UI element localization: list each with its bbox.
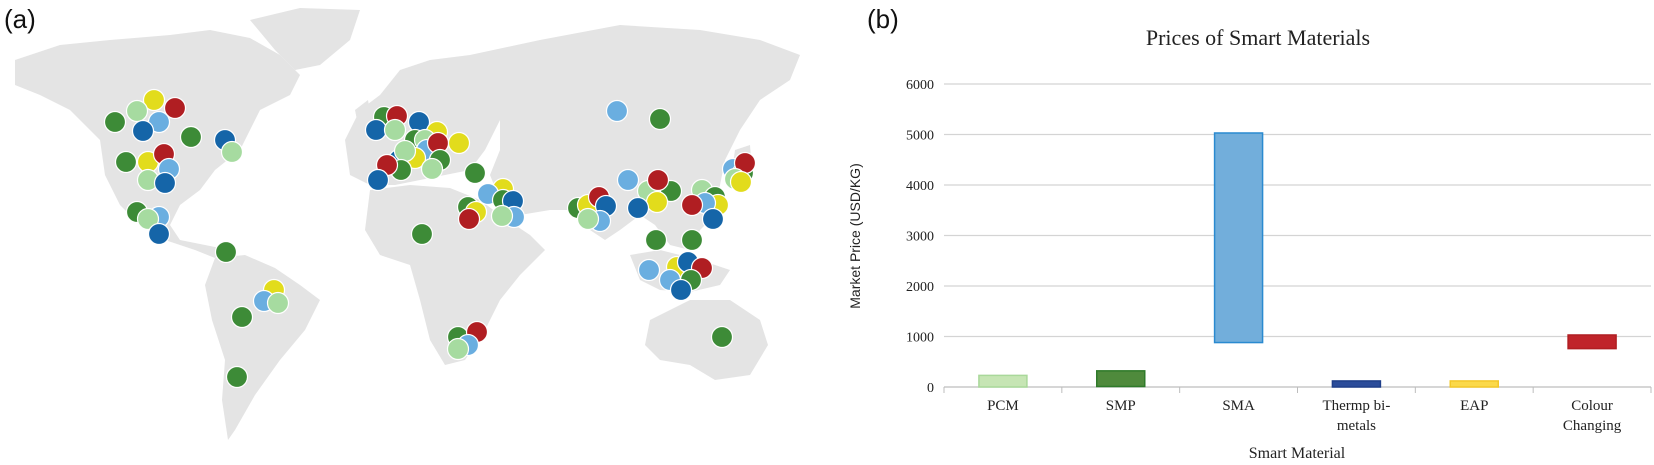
map-marker-blue (366, 168, 390, 192)
map-marker-green (710, 325, 734, 349)
map-marker-light-green (220, 140, 244, 164)
x-tick-label-line: EAP (1460, 398, 1488, 414)
map-marker-light-blue (616, 168, 640, 192)
map-marker-blue (669, 278, 693, 302)
x-tick-label: EAP (1460, 398, 1488, 414)
map-marker-light-green (490, 204, 514, 228)
map-marker-light-blue (637, 258, 661, 282)
x-tick-labels: PCM SMP SMA Thermp bi-metals EAP Colour Changi… (987, 398, 1622, 434)
map-marker-yellow (447, 131, 471, 155)
map-marker-blue (701, 207, 725, 231)
panel-label-a: (a) (4, 4, 36, 34)
y-tick-labels: 0 1000 2000 3000 4000 5000 6000 (906, 78, 934, 396)
map-marker-light-green (446, 337, 470, 361)
map-marker-blue (364, 118, 388, 142)
land-masses (15, 8, 800, 440)
map-marker-green (648, 107, 672, 131)
map-marker-green (214, 240, 238, 264)
bar-thermp-bi-metals (1331, 380, 1382, 388)
bar-eap (1449, 380, 1499, 388)
map-marker-blue (626, 196, 650, 220)
y-tick-label: 4000 (906, 179, 934, 194)
south-america (205, 255, 320, 440)
y-axis-label: Market Price (USD/KG) (847, 163, 863, 308)
map-marker-green (463, 161, 487, 185)
y-tick-label: 1000 (906, 331, 934, 346)
bar-pcm (978, 374, 1028, 388)
x-tick-label: Thermp bi-metals (1322, 398, 1390, 434)
world-map (15, 8, 800, 440)
map-marker-yellow (729, 170, 753, 194)
map-marker-light-green (136, 207, 160, 231)
x-tick-label: Colour Changing (1563, 398, 1622, 434)
north-america (15, 30, 300, 258)
x-tick-label: SMP (1106, 398, 1136, 414)
bar-smp (1096, 370, 1146, 388)
x-tick-label-line: SMP (1106, 398, 1136, 414)
chart-title: Prices of Smart Materials (1146, 25, 1370, 50)
map-marker-light-blue (605, 99, 629, 123)
map-marker-light-green (420, 157, 444, 181)
map-marker-red (457, 207, 481, 231)
bars (978, 132, 1617, 388)
map-marker-red (646, 168, 670, 192)
y-tick-label: 6000 (906, 78, 934, 93)
map-marker-green (103, 110, 127, 134)
australia (645, 300, 768, 380)
map-marker-red (680, 193, 704, 217)
map-marker-light-green (125, 99, 149, 123)
panel-label-b: (b) (867, 4, 899, 34)
map-marker-yellow (645, 190, 669, 214)
bar-chart: (b) Prices of Smart Materials Market Pri… (847, 4, 1652, 462)
x-tick-label: PCM (987, 398, 1019, 414)
x-axis-label: Smart Material (1249, 445, 1346, 462)
map-marker-red (163, 96, 187, 120)
x-tick-label-line: Colour (1571, 398, 1613, 414)
map-marker-green (230, 305, 254, 329)
bar-colour-changing (1567, 334, 1617, 350)
map-markers (103, 88, 757, 389)
map-marker-green (644, 228, 668, 252)
bar-sma (1213, 132, 1264, 344)
africa (365, 185, 545, 365)
y-tick-label: 0 (927, 381, 934, 396)
x-tick-label-line: SMA (1222, 398, 1255, 414)
map-marker-light-green (383, 118, 407, 142)
x-tick-label-line: Changing (1563, 418, 1622, 434)
x-tick-label: SMA (1222, 398, 1255, 414)
x-tick-label-line: Thermp bi- (1322, 398, 1390, 414)
map-marker-blue (153, 171, 177, 195)
greenland (250, 8, 360, 70)
map-marker-green (225, 365, 249, 389)
x-tick-label-line: metals (1337, 418, 1376, 434)
x-tick-label-line: PCM (987, 398, 1019, 414)
gridlines (943, 83, 1652, 393)
map-marker-light-green (393, 139, 417, 163)
map-marker-green (179, 125, 203, 149)
map-marker-yellow (142, 88, 166, 112)
y-tick-label: 3000 (906, 230, 934, 245)
map-marker-light-green (576, 207, 600, 231)
y-tick-label: 5000 (906, 129, 934, 144)
map-marker-green (410, 222, 434, 246)
map-marker-light-green (266, 291, 290, 315)
map-marker-green (680, 228, 704, 252)
y-tick-label: 2000 (906, 280, 934, 295)
map-marker-blue (131, 119, 155, 143)
map-marker-green (114, 150, 138, 174)
map-marker-blue (147, 222, 171, 246)
